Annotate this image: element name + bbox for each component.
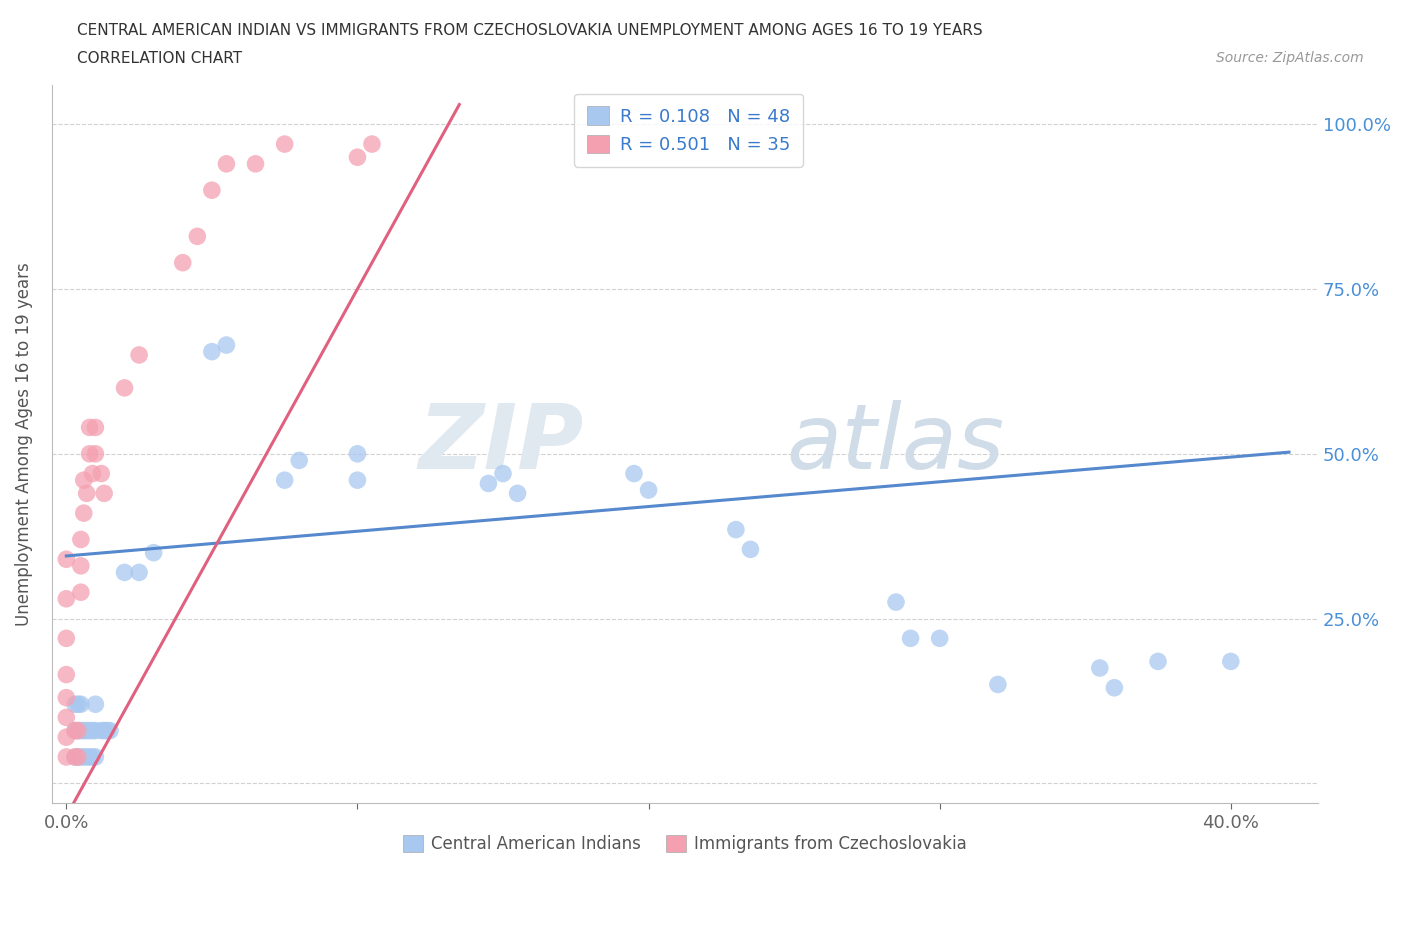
Point	[987, 677, 1010, 692]
Point	[186, 229, 208, 244]
Point	[76, 750, 98, 764]
Text: CORRELATION CHART: CORRELATION CHART	[77, 51, 242, 66]
Point	[76, 724, 98, 738]
Point	[506, 485, 529, 500]
Text: ZIP: ZIP	[419, 400, 583, 488]
Point	[82, 724, 104, 738]
Point	[84, 420, 107, 435]
Point	[215, 338, 238, 352]
Point	[172, 255, 194, 270]
Point	[63, 750, 86, 764]
Point	[73, 724, 96, 738]
Point	[245, 156, 267, 171]
Point	[1104, 681, 1126, 696]
Point	[90, 466, 112, 481]
Point	[66, 750, 89, 764]
Point	[55, 667, 77, 682]
Point	[1147, 654, 1170, 669]
Point	[63, 750, 86, 764]
Point	[142, 545, 165, 560]
Point	[623, 466, 645, 481]
Point	[84, 750, 107, 764]
Point	[70, 697, 93, 711]
Point	[1088, 660, 1111, 675]
Point	[346, 150, 368, 165]
Point	[55, 591, 77, 606]
Point	[66, 697, 89, 711]
Point	[928, 631, 950, 645]
Point	[90, 724, 112, 738]
Point	[70, 585, 93, 600]
Point	[55, 710, 77, 724]
Point	[63, 724, 86, 738]
Point	[1219, 654, 1241, 669]
Point	[477, 476, 499, 491]
Point	[63, 724, 86, 738]
Point	[492, 466, 515, 481]
Point	[76, 485, 98, 500]
Point	[273, 137, 295, 152]
Point	[55, 551, 77, 566]
Point	[82, 750, 104, 764]
Point	[73, 750, 96, 764]
Point	[84, 724, 107, 738]
Text: atlas: atlas	[786, 400, 1004, 488]
Point	[79, 724, 101, 738]
Point	[73, 506, 96, 521]
Point	[55, 750, 77, 764]
Text: CENTRAL AMERICAN INDIAN VS IMMIGRANTS FROM CZECHOSLOVAKIA UNEMPLOYMENT AMONG AGE: CENTRAL AMERICAN INDIAN VS IMMIGRANTS FR…	[77, 23, 983, 38]
Point	[66, 724, 89, 738]
Point	[93, 485, 115, 500]
Point	[73, 472, 96, 487]
Point	[55, 631, 77, 645]
Text: Source: ZipAtlas.com: Source: ZipAtlas.com	[1216, 51, 1364, 65]
Point	[66, 750, 89, 764]
Point	[79, 750, 101, 764]
Point	[637, 483, 659, 498]
Point	[128, 565, 150, 580]
Point	[273, 472, 295, 487]
Point	[724, 522, 747, 537]
Point	[55, 690, 77, 705]
Point	[63, 697, 86, 711]
Point	[70, 750, 93, 764]
Point	[79, 420, 101, 435]
Point	[361, 137, 384, 152]
Point	[114, 380, 136, 395]
Point	[346, 446, 368, 461]
Point	[884, 594, 907, 609]
Point	[201, 344, 224, 359]
Legend: Central American Indians, Immigrants from Czechoslovakia: Central American Indians, Immigrants fro…	[396, 828, 974, 859]
Point	[96, 724, 118, 738]
Point	[70, 558, 93, 573]
Point	[114, 565, 136, 580]
Point	[66, 724, 89, 738]
Point	[201, 183, 224, 198]
Y-axis label: Unemployment Among Ages 16 to 19 years: Unemployment Among Ages 16 to 19 years	[15, 262, 32, 626]
Point	[84, 446, 107, 461]
Point	[55, 730, 77, 745]
Point	[84, 697, 107, 711]
Point	[900, 631, 922, 645]
Point	[70, 532, 93, 547]
Point	[82, 466, 104, 481]
Point	[740, 542, 762, 557]
Point	[98, 724, 121, 738]
Point	[215, 156, 238, 171]
Point	[79, 446, 101, 461]
Point	[128, 348, 150, 363]
Point	[346, 472, 368, 487]
Point	[70, 724, 93, 738]
Point	[93, 724, 115, 738]
Point	[288, 453, 311, 468]
